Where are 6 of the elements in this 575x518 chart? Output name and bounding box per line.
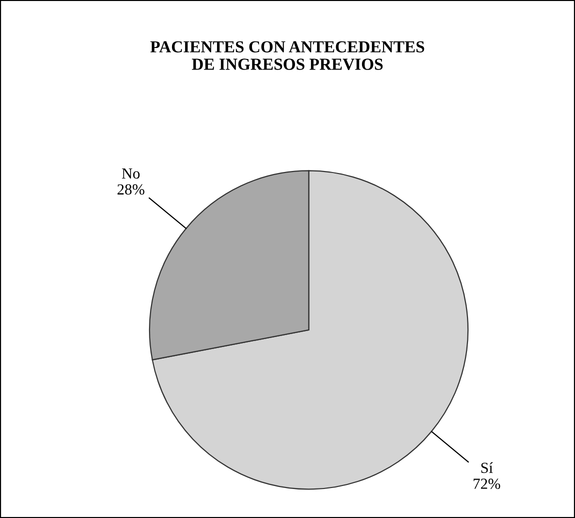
slice-label: No: [122, 168, 140, 179]
pie-slice: [152, 170, 469, 490]
data-label: 72%: [474, 478, 500, 489]
slice-label: Sí: [481, 462, 493, 473]
chart-title: PACIENTES CON ANTECEDENTES DE INGRESOS PREVIOS: [150, 41, 424, 70]
data-label: 28%: [118, 184, 144, 195]
